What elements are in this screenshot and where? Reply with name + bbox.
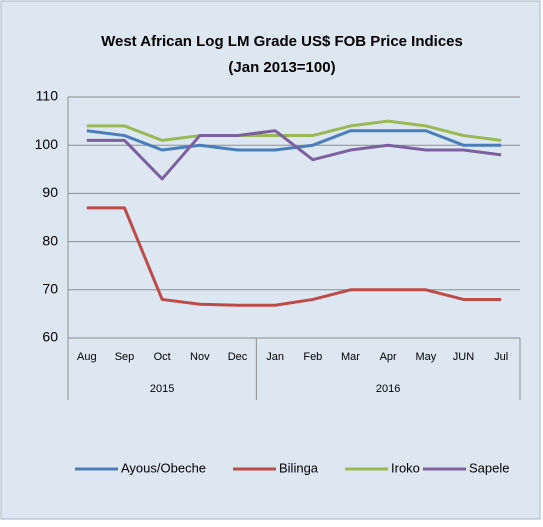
legend-label: Ayous/Obeche (121, 460, 206, 475)
group-label: 2015 (150, 383, 174, 395)
chart-subtitle: (Jan 2013=100) (228, 59, 335, 76)
series-line (86, 119, 502, 142)
group-label: 2016 (376, 383, 400, 395)
y-tick-label: 90 (42, 184, 58, 200)
y-tick-label: 100 (35, 136, 59, 152)
y-tick-label: 60 (42, 329, 58, 345)
legend-label: Sapele (469, 460, 509, 475)
series-line (86, 129, 502, 181)
x-tick-label: Feb (303, 351, 322, 363)
x-tick-label: Jan (266, 351, 284, 363)
y-tick-label: 110 (36, 88, 59, 104)
x-tick-label: May (415, 351, 436, 363)
y-tick-label: 80 (42, 232, 58, 248)
legend-label: Bilinga (279, 460, 319, 475)
series-line (86, 206, 502, 307)
x-tick-label: Sep (115, 351, 135, 363)
x-tick-label: Apr (380, 351, 397, 363)
x-tick-label: Oct (154, 351, 171, 363)
x-tick-label: Aug (77, 351, 97, 363)
y-tick-label: 70 (42, 281, 58, 297)
x-tick-label: Mar (341, 351, 360, 363)
x-tick-label: Jul (494, 351, 508, 363)
series-line (86, 129, 502, 152)
x-tick-label: JUN (453, 351, 474, 363)
chart-title: West African Log LM Grade US$ FOB Price … (101, 33, 463, 50)
x-tick-label: Nov (190, 351, 210, 363)
legend-label: Iroko (391, 460, 420, 475)
x-tick-label: Dec (228, 351, 248, 363)
